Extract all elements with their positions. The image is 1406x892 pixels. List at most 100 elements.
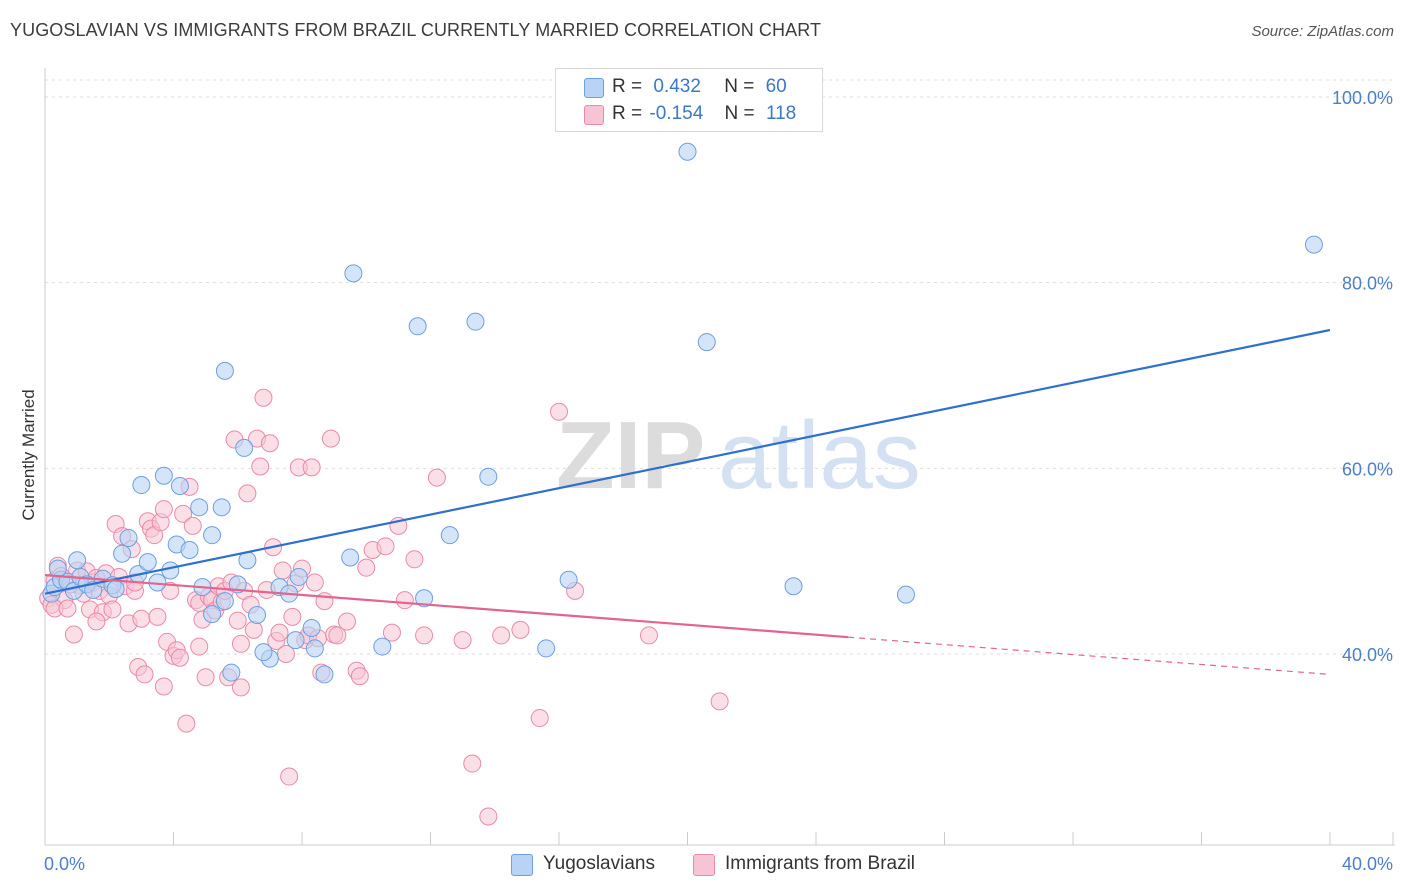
yugoslavian-point [203,605,222,624]
y-tick-label: 80.0% [1342,274,1393,294]
brazil-point [161,581,180,600]
yugoslavian-point [678,142,697,161]
legend-stats-brazil: R = -0.154 N = 118 [612,103,796,125]
brazil-point [103,600,122,619]
legend-n-value: 118 [765,103,797,124]
yugoslavian-point [315,665,334,684]
brazil-point [283,607,302,626]
yugoslavian-point [132,476,151,495]
brazil-point [148,607,167,626]
x-tick-labels: 0.0% 40.0% [44,854,1393,874]
legend-r-value: 0.432 [653,76,701,97]
yugoslavian-point [106,580,125,599]
yugoslavian-point [203,526,222,545]
yugoslavian-point [305,639,324,658]
y-axis-label: Currently Married [19,389,38,520]
brazil-point [135,665,154,684]
legend-n-value: 60 [765,76,787,97]
brazil-point [328,626,347,645]
yugoslavian-point [559,570,578,589]
yugoslavian-point [896,585,915,604]
yugoslavian-point [466,312,485,331]
yugoslavian-point [537,639,556,658]
series-yugoslavians-points [42,142,1323,684]
bottom-legend-swatch-blue [511,854,533,876]
brazil-point [415,626,434,645]
brazil-trend-line [44,573,849,639]
brazil-point [231,634,250,653]
yugoslavian-point [302,619,321,638]
brazil-point [350,667,369,686]
yugoslavian-point [440,526,459,545]
brazil-point [479,807,498,826]
brazil-trend-line-extrapolated [848,636,1331,676]
legend-swatch-pink [584,105,604,125]
yugoslavian-point [212,498,231,517]
yugoslavian-point [161,561,180,580]
x-tick-label: 40.0% [1342,854,1393,874]
yugoslavian-point [341,548,360,567]
brazil-point [453,631,472,650]
trend-lines [44,328,1331,676]
brazil-point [382,623,401,642]
legend-r-value: -0.154 [649,103,704,124]
y-tick-labels: 100.0% 80.0% 60.0% 40.0% [1332,88,1393,665]
brazil-point [321,429,340,448]
brazil-point [376,537,395,556]
brazil-point [492,626,511,645]
brazil-point [550,402,568,421]
y-tick-label: 60.0% [1342,459,1393,479]
y-tick-label: 100.0% [1332,88,1393,108]
yugoslavian-point [113,544,132,563]
legend-n-label: N = [724,76,755,97]
brazil-point [270,623,289,642]
brazil-point [87,612,106,631]
yugoslavian-point [154,466,173,485]
yugoslavian-point [289,567,308,586]
yugoslavian-point [1304,235,1323,254]
yugoslavian-point [138,553,157,572]
brazil-point [238,484,257,503]
correlation-legend: R = 0.432 N = 60 R = -0.154 N = 118 [555,68,823,132]
legend-swatch-blue [584,78,604,98]
x-tick-label: 0.0% [44,854,85,874]
bottom-legend-label: Immigrants from Brazil [725,853,916,874]
brazil-point [64,625,83,644]
brazil-point [273,561,292,580]
yugoslavian-point [248,606,267,625]
yugoslavian-point [235,438,254,457]
brazil-point [170,648,189,667]
brazil-point [174,504,193,523]
yugoslavian-point [180,541,199,560]
yugoslavian-point [254,643,273,662]
watermark-atlas: atlas [718,402,921,509]
yugoslavian-point [170,476,189,495]
brazil-point [427,468,446,487]
bottom-legend-swatch-pink [693,854,715,876]
brazil-point [639,626,658,645]
brazil-point [280,767,299,786]
brazil-point [244,620,263,639]
brazil-point [190,637,209,656]
yugoslavian-point [784,577,803,596]
yugoslavian-point [373,637,392,656]
axes [44,68,1395,846]
brazil-point [154,500,173,519]
chart-title: YUGOSLAVIAN VS IMMIGRANTS FROM BRAZIL CU… [10,20,822,40]
y-tick-label: 40.0% [1342,645,1393,665]
brazil-point [530,709,549,728]
yugoslavian-point [215,361,234,380]
yugoslavian-point [408,317,427,336]
brazil-point [260,434,279,453]
brazil-point [251,457,270,476]
brazil-point [183,516,202,535]
brazil-point [710,692,729,711]
yugoslavian-point [344,264,363,283]
brazil-point [231,678,250,697]
yugoslavian-point [190,498,209,517]
brazil-point [511,620,530,639]
brazil-point [357,558,376,577]
brazil-point [405,550,424,569]
yugoslavian-point [68,551,87,570]
